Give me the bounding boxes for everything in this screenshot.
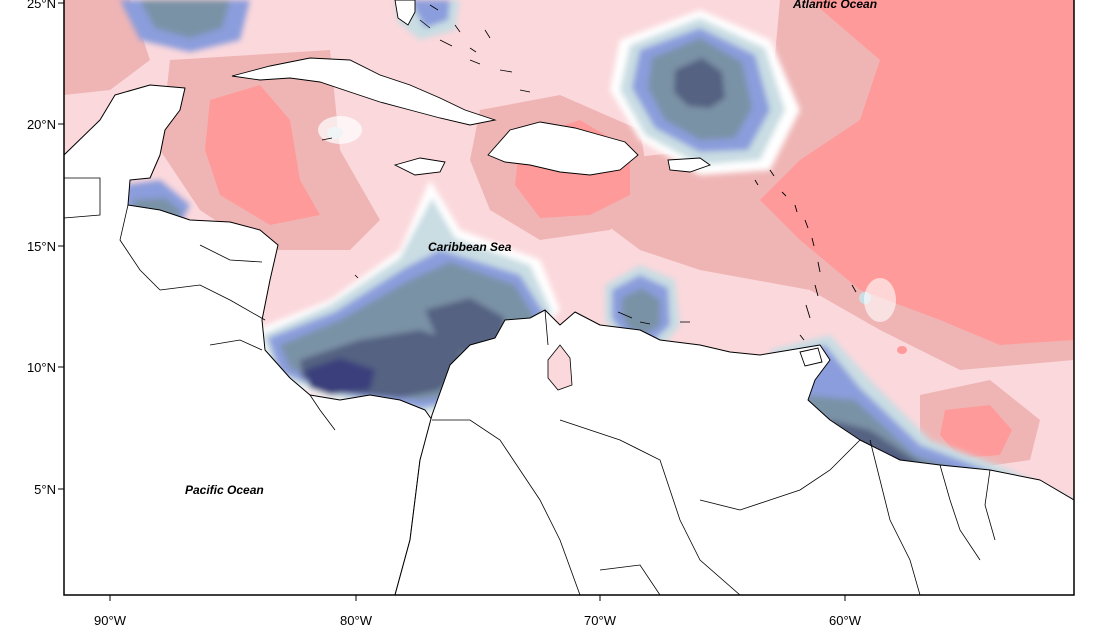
contour-spot [318, 116, 362, 144]
small-islands [321, 4, 690, 325]
landmasses [64, 0, 1074, 595]
lat-tick-label: 15°N [27, 239, 56, 254]
country-borders [64, 177, 996, 595]
lat-tick-label: 25°N [27, 0, 56, 11]
lesser-antilles [754, 169, 857, 341]
ocean-label-caribbean: Caribbean Sea [428, 240, 512, 254]
landmass-hispaniola [487, 121, 639, 176]
lat-tick-label: 10°N [27, 360, 56, 375]
ocean-label-pacific: Pacific Ocean [185, 483, 264, 497]
map-frame [63, 0, 1075, 596]
contour-positive-zone [205, 85, 320, 225]
lat-tick-label: 20°N [27, 117, 56, 132]
landmass-puerto-rico [667, 157, 711, 173]
landmass-florida [394, 0, 416, 26]
landmass-jamaica [393, 157, 446, 176]
contour-positive-zone [760, 0, 1074, 345]
longitude-axis: 90°W 80°W 70°W 60°W [94, 595, 862, 628]
lon-tick-label: 90°W [94, 613, 127, 628]
landmass-trinidad [799, 347, 823, 367]
lon-tick-label: 80°W [340, 613, 373, 628]
lake-maracaibo [547, 344, 573, 391]
ocean-label-atlantic: Atlantic Ocean [792, 0, 877, 11]
lon-tick-label: 70°W [584, 613, 617, 628]
contour-spot [897, 346, 907, 354]
contour-positive-zone [64, 0, 150, 95]
contour-positive-zone [940, 405, 1012, 458]
latitude-axis: 25°N 20°N 15°N 10°N 5°N [27, 0, 64, 497]
lon-tick-label: 60°W [829, 613, 862, 628]
lat-tick-label: 5°N [34, 482, 56, 497]
landmass-cuba [231, 57, 497, 126]
contour-negative-lobe [610, 10, 800, 175]
contour-spot [864, 278, 896, 322]
